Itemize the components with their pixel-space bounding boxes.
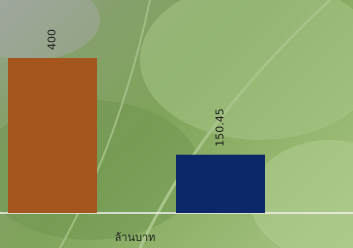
leaf <box>250 140 353 248</box>
screenshot: ล้านบาท 400 150.45 <box>0 0 353 248</box>
x-axis-label: ล้านบาท <box>115 231 156 244</box>
data-label: 150.45 <box>214 108 227 147</box>
chart: ล้านบาท 400 150.45 <box>0 0 353 248</box>
data-label: 400 <box>46 29 59 50</box>
bar <box>176 155 265 213</box>
bar <box>8 58 97 213</box>
leaf <box>140 0 353 140</box>
